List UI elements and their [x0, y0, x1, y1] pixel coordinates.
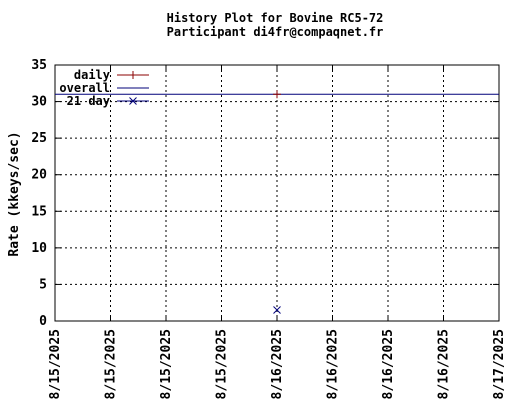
chart-subtitle: Participant di4fr@compaqnet.fr [167, 25, 384, 39]
y-tick-label: 20 [31, 168, 47, 183]
x-tick-label: 08/16/2025 [381, 329, 396, 400]
x-tick-label: 08/17/2025 [492, 329, 507, 400]
y-tick-label: 5 [39, 277, 47, 292]
y-tick-label: 25 [31, 131, 47, 146]
y-tick-label: 15 [31, 204, 47, 219]
legend-label: daily [74, 68, 110, 82]
y-tick-label: 35 [31, 58, 47, 73]
x-tick-label: 08/16/2025 [326, 329, 341, 400]
legend-label: 21 day [67, 94, 110, 108]
x-tick-label: 08/15/2025 [159, 329, 174, 400]
legend-overall: overall [59, 81, 149, 95]
series-marks [55, 90, 499, 314]
y-tick-label: 30 [31, 95, 47, 110]
y-tick-label: 0 [39, 314, 47, 329]
legend-21-day: 21 day [67, 94, 149, 108]
y-axis-label: Rate (kkeys/sec) [7, 131, 22, 256]
grid-lines [55, 65, 499, 321]
x-tick-label: 08/15/2025 [215, 329, 230, 400]
daily-point [273, 90, 281, 99]
x-tick-label: 08/15/2025 [48, 329, 63, 400]
plot-frame [54, 64, 500, 322]
chart-title: History Plot for Bovine RC5-72 [167, 11, 384, 25]
x-tick-label: 08/16/2025 [270, 329, 285, 400]
legend-daily: daily [74, 68, 149, 82]
x-tick-label: 08/15/2025 [104, 329, 119, 400]
x-axis: 08/15/2025 08/15/2025 08/15/2025 08/15/2025… [48, 65, 507, 400]
x-tick-label: 08/16/2025 [437, 329, 452, 400]
legend-label: overall [59, 81, 110, 95]
y-tick-label: 10 [31, 241, 47, 256]
twentyone-day-point [273, 306, 281, 314]
y-axis: 0 5 10 15 20 25 30 35 [31, 58, 499, 329]
